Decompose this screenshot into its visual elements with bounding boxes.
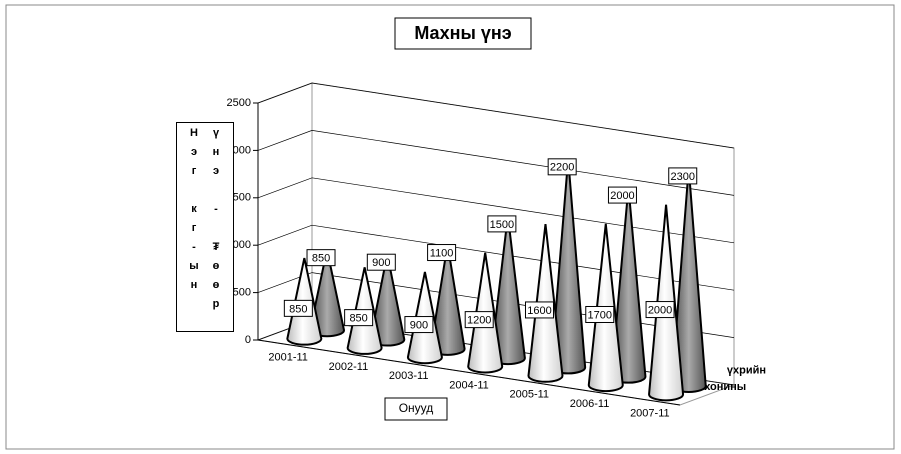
value-label-box: [487, 215, 517, 233]
x-tick-label: 2003-11: [389, 370, 429, 382]
x-tick-label: 2005-11: [510, 389, 550, 401]
value-label: 850: [349, 313, 367, 325]
value-label-box: [404, 316, 434, 334]
x-tick-label: 2001-11: [268, 352, 308, 364]
value-label: 1100: [430, 247, 454, 259]
value-label-box: [668, 167, 698, 185]
grid-line: [257, 130, 735, 196]
value-label-box: [344, 309, 374, 327]
x-tick-label: 2007-11: [630, 407, 670, 419]
value-label: 850: [289, 303, 307, 315]
value-label: 900: [410, 319, 428, 331]
value-label-box: [306, 249, 336, 267]
chart-title: Махны үнэ: [414, 23, 511, 43]
value-label: 2000: [648, 304, 672, 316]
y-tick-label: 500: [233, 287, 251, 299]
x-title-box: [384, 397, 448, 421]
x-tick-label: 2004-11: [449, 379, 489, 391]
value-label: 1200: [467, 315, 491, 327]
value-label: 2200: [550, 162, 574, 174]
grid-line: [257, 82, 735, 149]
value-label-box: [427, 244, 457, 262]
value-label-box: [607, 186, 637, 204]
value-label: 850: [312, 253, 330, 265]
value-label-box: [524, 301, 554, 319]
legend-label: үхрийн: [727, 365, 766, 377]
value-label: 1500: [490, 219, 514, 231]
title-box: [394, 17, 532, 50]
x-tick-label: 2006-11: [570, 398, 610, 410]
value-label: 2000: [610, 190, 634, 202]
value-label-box: [585, 305, 615, 323]
grid-line: [257, 177, 735, 244]
x-axis-title: Онууд: [399, 401, 434, 415]
legend-label: хонины: [704, 381, 746, 393]
x-axis: [257, 339, 681, 406]
value-label-box: [366, 253, 396, 271]
y-axis-title: Нэг кг-ын үнэ - ₮өөр: [176, 122, 234, 332]
value-label: 900: [372, 257, 390, 269]
value-label: 1600: [527, 305, 551, 317]
value-label-box: [547, 158, 577, 176]
x-tick-label: 2002-11: [329, 361, 369, 373]
frame: [5, 4, 895, 450]
value-label: 2300: [670, 171, 694, 183]
y-tick-label: 2500: [227, 97, 251, 109]
value-label-box: [464, 311, 494, 329]
value-label-box: [283, 299, 313, 317]
grid-line: [257, 224, 735, 291]
y-tick-label: 0: [245, 334, 251, 346]
value-label: 1700: [588, 309, 612, 321]
value-label-box: [645, 301, 675, 319]
